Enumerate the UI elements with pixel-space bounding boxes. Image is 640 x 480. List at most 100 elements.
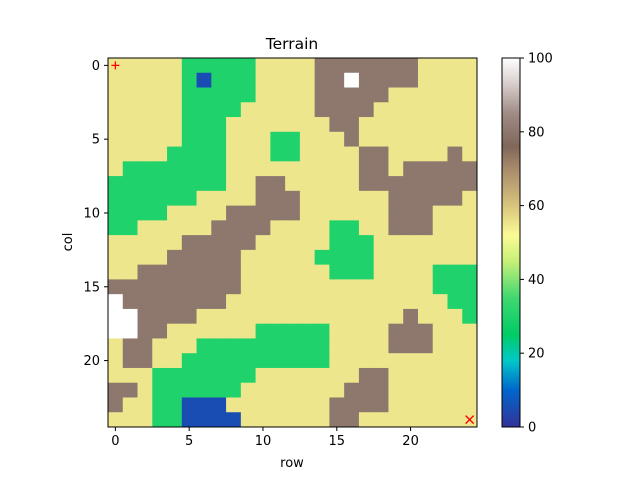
heatmap-cell xyxy=(270,382,286,398)
heatmap-cell xyxy=(373,205,389,221)
heatmap-cell xyxy=(167,205,183,221)
heatmap-cell xyxy=(226,279,242,295)
heatmap-cell xyxy=(167,294,183,310)
heatmap-cell xyxy=(122,102,138,118)
heatmap-cell xyxy=(108,353,124,369)
heatmap-cell xyxy=(240,367,256,384)
heatmap-cell xyxy=(196,249,212,266)
heatmap-cell xyxy=(152,249,168,266)
heatmap-cell xyxy=(181,58,197,74)
heatmap-cell xyxy=(403,220,419,236)
heatmap-cell xyxy=(152,279,168,295)
heatmap-cell xyxy=(152,235,168,251)
heatmap-cell xyxy=(211,235,227,251)
heatmap-cell xyxy=(462,131,478,147)
heatmap-cell xyxy=(181,279,197,295)
heatmap-cell xyxy=(167,220,183,236)
heatmap-cell xyxy=(152,117,168,133)
heatmap-cell xyxy=(358,412,375,428)
heatmap-cell xyxy=(432,220,448,236)
heatmap-cell xyxy=(373,264,389,280)
heatmap-cell xyxy=(373,382,389,398)
heatmap-cell xyxy=(181,205,197,221)
heatmap-cell xyxy=(181,117,197,133)
heatmap-cell xyxy=(181,397,197,413)
heatmap-cell xyxy=(462,117,478,133)
heatmap-cell xyxy=(137,235,153,251)
heatmap-cell xyxy=(373,102,389,118)
heatmap-cell xyxy=(344,338,360,354)
heatmap-cell xyxy=(447,412,463,428)
heatmap-cell xyxy=(137,323,153,339)
heatmap-cell xyxy=(152,190,168,206)
heatmap-cell xyxy=(388,205,404,221)
heatmap-cell xyxy=(447,176,463,192)
heatmap-cell xyxy=(122,279,138,295)
heatmap-cell xyxy=(373,161,389,177)
heatmap-cell xyxy=(447,338,463,354)
heatmap-cell xyxy=(447,249,463,266)
heatmap-cell xyxy=(152,323,168,339)
heatmap-cell xyxy=(462,161,478,177)
heatmap-cell xyxy=(108,235,124,251)
heatmap-cell xyxy=(137,176,153,192)
heatmap-cell xyxy=(344,58,360,74)
heatmap-cell xyxy=(167,176,183,192)
heatmap-cell xyxy=(167,102,183,118)
heatmap-cell xyxy=(137,367,153,384)
heatmap-cell xyxy=(432,146,448,162)
heatmap-cell xyxy=(167,161,183,177)
heatmap-cell xyxy=(240,102,256,118)
heatmap-cell xyxy=(388,308,404,325)
x-tick-label: 15 xyxy=(329,434,346,449)
heatmap-cell xyxy=(358,117,375,133)
heatmap-cell xyxy=(270,308,286,325)
heatmap-cell xyxy=(226,205,242,221)
heatmap-cell xyxy=(462,323,478,339)
heatmap-cell xyxy=(240,264,256,280)
heatmap-cell xyxy=(314,58,330,74)
heatmap-cell xyxy=(122,131,138,147)
heatmap-cell xyxy=(388,72,404,88)
heatmap-cell xyxy=(240,382,256,398)
colorbar xyxy=(501,57,521,428)
heatmap-cell xyxy=(314,146,330,162)
colorbar-tick-label: 0 xyxy=(528,421,536,436)
heatmap-cell xyxy=(137,338,153,354)
heatmap-cell xyxy=(255,146,271,162)
heatmap-cell xyxy=(226,397,242,413)
heatmap-cell xyxy=(447,58,463,74)
heatmap-cell xyxy=(108,367,124,384)
heatmap-cell xyxy=(432,235,448,251)
heatmap-cell xyxy=(181,131,197,147)
heatmap-cell xyxy=(329,235,345,251)
heatmap-cell xyxy=(417,58,434,74)
heatmap-cell xyxy=(211,367,227,384)
heatmap-cell xyxy=(167,58,183,74)
marker-start xyxy=(111,61,120,70)
heatmap-cell xyxy=(211,249,227,266)
heatmap-cell xyxy=(255,58,271,74)
heatmap-cell xyxy=(285,58,301,74)
heatmap-cell xyxy=(270,161,286,177)
heatmap-cell xyxy=(196,117,212,133)
heatmap-cell xyxy=(344,367,360,384)
heatmap-cell xyxy=(108,205,124,221)
heatmap-cell xyxy=(122,397,138,413)
heatmap-cell xyxy=(358,397,375,413)
heatmap-cell xyxy=(122,87,138,103)
heatmap-cell xyxy=(388,264,404,280)
y-tick-label: 15 xyxy=(83,280,100,295)
heatmap-cell xyxy=(344,382,360,398)
heatmap-cell xyxy=(373,279,389,295)
heatmap-cell xyxy=(403,205,419,221)
heatmap-cell xyxy=(137,72,153,88)
heatmap-cell xyxy=(196,205,212,221)
heatmap-cell xyxy=(108,220,124,236)
heatmap-cell xyxy=(240,58,256,74)
heatmap-cell xyxy=(358,190,375,206)
heatmap-cell xyxy=(196,176,212,192)
heatmap-cell xyxy=(152,397,168,413)
heatmap-cell xyxy=(167,353,183,369)
heatmap-cell xyxy=(373,117,389,133)
